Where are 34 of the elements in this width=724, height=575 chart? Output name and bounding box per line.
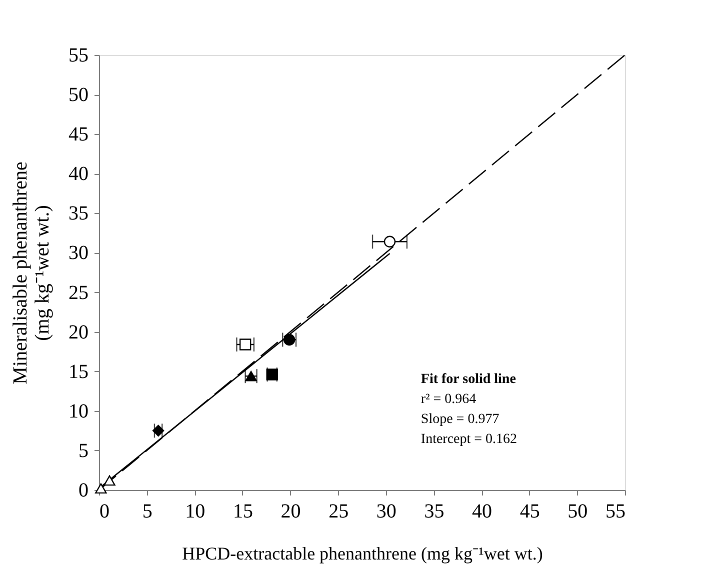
y-tick-label: 50 [68, 84, 88, 106]
y-tick-label: 35 [68, 202, 88, 225]
y-tick-label: 55 [68, 44, 88, 66]
annotation: r² = 0.964 [420, 392, 476, 408]
y-tick-label: 20 [68, 321, 88, 344]
point [104, 475, 116, 486]
x-tick-label: 45 [520, 500, 540, 522]
annotation: Fit for solid line [420, 372, 516, 388]
y-tick-label: 30 [68, 242, 88, 264]
annotation: Slope = 0.977 [420, 412, 500, 428]
x-tick-label: 0 [100, 500, 110, 522]
y-tick-label: 10 [68, 400, 88, 422]
x-tick-label: 35 [424, 500, 444, 522]
y-tick-label: 15 [68, 360, 88, 383]
x-tick-label: 55 [606, 500, 626, 522]
point [239, 338, 252, 350]
y-tick-label: 45 [68, 124, 88, 146]
x-tick-label: 50 [568, 500, 588, 522]
annotation: Intercept = 0.162 [420, 432, 518, 448]
point [95, 483, 107, 494]
y-tick-label: 0 [78, 480, 88, 502]
x-tick-label: 10 [185, 500, 206, 522]
x-tick-label: 15 [232, 500, 253, 522]
y-tick-label: 40 [68, 163, 88, 186]
y-axis-title: Mineralisable phenanthrene (mg kg⁻¹wet wt.) [10, 162, 54, 384]
x-tick-label: 20 [280, 500, 301, 522]
x-tick-label: 25 [328, 500, 349, 522]
y-tick-label: 5 [78, 440, 88, 462]
x-tick-label: 30 [376, 500, 396, 522]
x-tick-label: 5 [142, 500, 152, 522]
point [384, 236, 396, 248]
y-tick-label: 25 [68, 282, 88, 304]
x-tick-label: 40 [472, 500, 492, 522]
x-axis-title: HPCD-extractable phenanthrene (mg kg⁻¹wet wt.) [182, 544, 543, 564]
